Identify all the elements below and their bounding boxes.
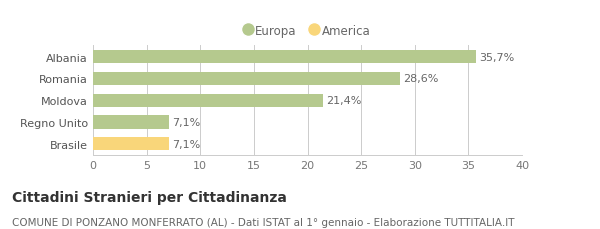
Text: 35,7%: 35,7%: [479, 52, 514, 62]
Text: COMUNE DI PONZANO MONFERRATO (AL) - Dati ISTAT al 1° gennaio - Elaborazione TUTT: COMUNE DI PONZANO MONFERRATO (AL) - Dati…: [12, 218, 515, 227]
Legend: Europa, America: Europa, America: [241, 21, 374, 41]
Bar: [93, 138, 169, 151]
Bar: [93, 51, 476, 64]
Text: 21,4%: 21,4%: [326, 96, 361, 106]
Bar: [93, 94, 323, 107]
Text: 28,6%: 28,6%: [403, 74, 439, 84]
Text: 7,1%: 7,1%: [172, 117, 200, 128]
Bar: [93, 116, 169, 129]
Text: Cittadini Stranieri per Cittadinanza: Cittadini Stranieri per Cittadinanza: [12, 190, 287, 204]
Bar: [93, 73, 400, 86]
Text: 7,1%: 7,1%: [172, 139, 200, 149]
